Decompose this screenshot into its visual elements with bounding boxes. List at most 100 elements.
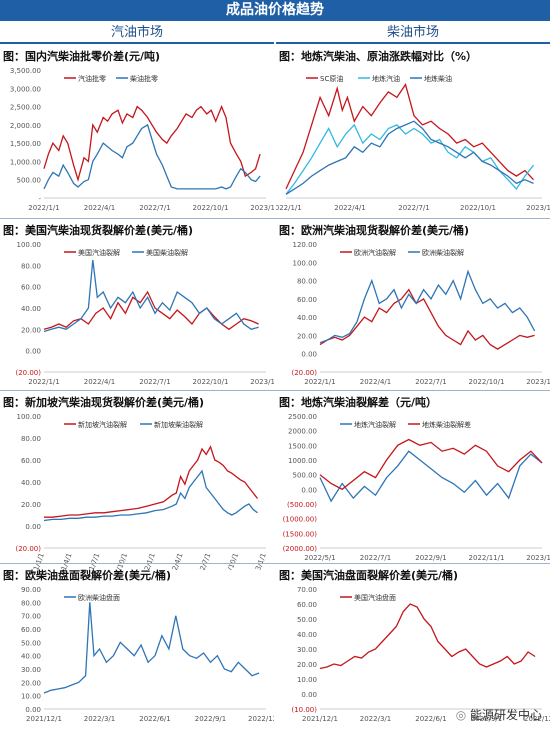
legend-label: SC原油 [320,74,343,83]
x-tick-label: 2021/12/1 [302,715,338,723]
legend-label: 汽油批零 [78,74,106,83]
x-tick-label: 2022/7/1 [360,554,391,562]
x-tick-label: 2023/1/1 [526,204,550,212]
x-tick-label: 2022/1/1 [276,204,302,212]
x-tick-label: 2022/1/1 [28,204,59,212]
legend-label: 地炼汽油 [372,74,400,83]
y-tick-label: (20.00) [15,369,41,377]
x-tick-label: 2023/1/1 [526,554,550,562]
y-tick-label: 30.00 [21,666,41,674]
y-tick-label: 120.00 [293,241,318,249]
chart-us-crack: (20.00) 0.00 20.00 40.00 60.00 80.00 100.00 202… [15,241,274,386]
series-line [43,290,259,331]
series-line [319,288,535,350]
y-tick-label: (10.00) [291,706,317,714]
y-tick-label: - [38,195,41,203]
chart-eu-crack: (20.00) 0.00 20.00 40.00 60.00 80.00 100.00 120… [291,241,550,386]
row-divider [0,218,550,219]
y-tick-label: (1000.00) [283,516,318,524]
series-line [319,603,536,670]
x-tick-label: 2022/7/1 [415,378,446,386]
y-tick-label: 80.00 [297,278,317,286]
x-tick-label: 2022/4/1 [334,204,365,212]
legend-label: 新加坡汽油裂解 [78,420,127,429]
y-tick-label: 30.00 [297,646,317,654]
y-tick-label: 1000.00 [288,457,317,465]
y-tick-label: 60.00 [21,284,41,292]
chart-title: 图：国内汽柴油批零价差(元/吨) [3,50,161,63]
y-tick-label: 0.00 [25,523,41,531]
y-tick-label: 60.00 [297,601,317,609]
x-tick-label: 2021/12/1 [26,715,62,723]
page-title: 成品油价格趋势 [0,0,550,21]
y-tick-label: 60.00 [297,296,317,304]
gasoline-market-header: 汽油市场 [0,23,274,44]
y-tick-label: 20.00 [21,679,41,687]
x-tick-label: 2022/6/1 [139,715,170,723]
y-tick-label: 60.00 [21,457,41,465]
series-line [319,269,536,344]
series-line [285,120,534,195]
y-tick-label: (2000.00) [283,545,318,553]
y-tick-label: 1,500.00 [10,140,41,148]
y-tick-label: (500.00) [287,501,317,509]
y-tick-label: 2,000.00 [10,122,41,130]
y-tick-label: 80.00 [21,599,41,607]
y-tick-label: (1500.00) [283,530,318,538]
legend-label: 欧洲汽油裂解 [354,248,396,257]
x-tick-label: 2022/10/1 [193,204,229,212]
x-tick-label: 2022/10/1 [469,378,505,386]
x-tick-label: 2022/7/1 [398,204,429,212]
watermark: ◎ 能源研发中心 [456,706,542,723]
y-tick-label: 20.00 [21,501,41,509]
x-tick-label: 2022/4/1 [360,378,391,386]
chart-title: 图：美国汽油盘面裂解价差(美元/桶) [279,569,459,582]
x-tick-label: 2022/9/1 [415,554,446,562]
x-tick-label: 2022/10/1 [193,378,229,386]
y-tick-label: 40.00 [21,479,41,487]
y-tick-label: 80.00 [21,262,41,270]
y-tick-label: 0.00 [25,348,41,356]
series-line [319,450,543,503]
x-tick-label: 2022/7/1 [139,204,170,212]
x-tick-label: 2022/6/1 [415,715,446,723]
y-tick-label: 40.00 [21,305,41,313]
y-tick-label: 50.00 [297,616,317,624]
chart-local-refinery-crack: (2000.00) (1500.00) (1000.00) (500.00) 0.00 5… [283,413,550,562]
x-tick-label: 2022/1/1 [304,378,335,386]
x-tick-label: 2022/7/1 [139,378,170,386]
y-tick-label: 100.00 [17,241,42,249]
chart-title: 图：新加坡汽柴油现货裂解价差(美元/桶) [3,396,205,409]
chart-title: 图：地炼汽柴油、原油涨跌幅对比（%） [279,50,478,63]
legend-label: 新加坡柴油裂解 [154,420,203,429]
row-divider [0,390,550,391]
chart-sg-crack: (20.00) 0.00 20.00 40.00 60.00 80.00 100.00 202… [15,413,267,570]
legend-label: 美国汽油盘面 [354,593,396,602]
x-tick-label: 2023/1/1 [250,204,274,212]
y-tick-label: 1,000.00 [10,158,41,166]
y-tick-label: 2,500.00 [10,104,41,112]
y-tick-label: 3,000.00 [10,85,41,93]
y-tick-label: 20.00 [297,661,317,669]
chart-title: 图：美国汽柴油现货裂解价差(美元/桶) [3,224,194,237]
series-line [43,104,261,183]
y-tick-label: 70.00 [297,586,317,594]
y-tick-label: 2000.00 [288,428,317,436]
series-line [285,83,534,190]
y-tick-label: 1500.00 [288,442,317,450]
x-tick-label: 2022/12/1 [248,715,274,723]
series-line [43,123,261,190]
series-line [43,469,258,522]
chart-title: 图：欧柴油盘面裂解价差(美元/桶) [3,569,172,582]
x-tick-label: 2022/1/1 [28,378,59,386]
legend-label: 美国汽油裂解 [78,248,120,257]
legend-label: 欧洲柴油盘面 [78,593,120,602]
chart-domestic-wholesale-retail: - 500.00 1,000.00 1,500.00 2,000.00 2,500.00 3… [10,67,274,212]
x-tick-label: 2022/7/1 [194,552,212,570]
row-divider [0,563,550,564]
x-tick-label: 2022/12/1 [524,715,550,723]
y-tick-label: 80.00 [21,435,41,443]
chart-title: 图：地炼汽柴油裂解差（元/吨） [279,396,438,409]
y-tick-label: (20.00) [15,545,41,553]
y-tick-label: 0.00 [25,706,41,714]
